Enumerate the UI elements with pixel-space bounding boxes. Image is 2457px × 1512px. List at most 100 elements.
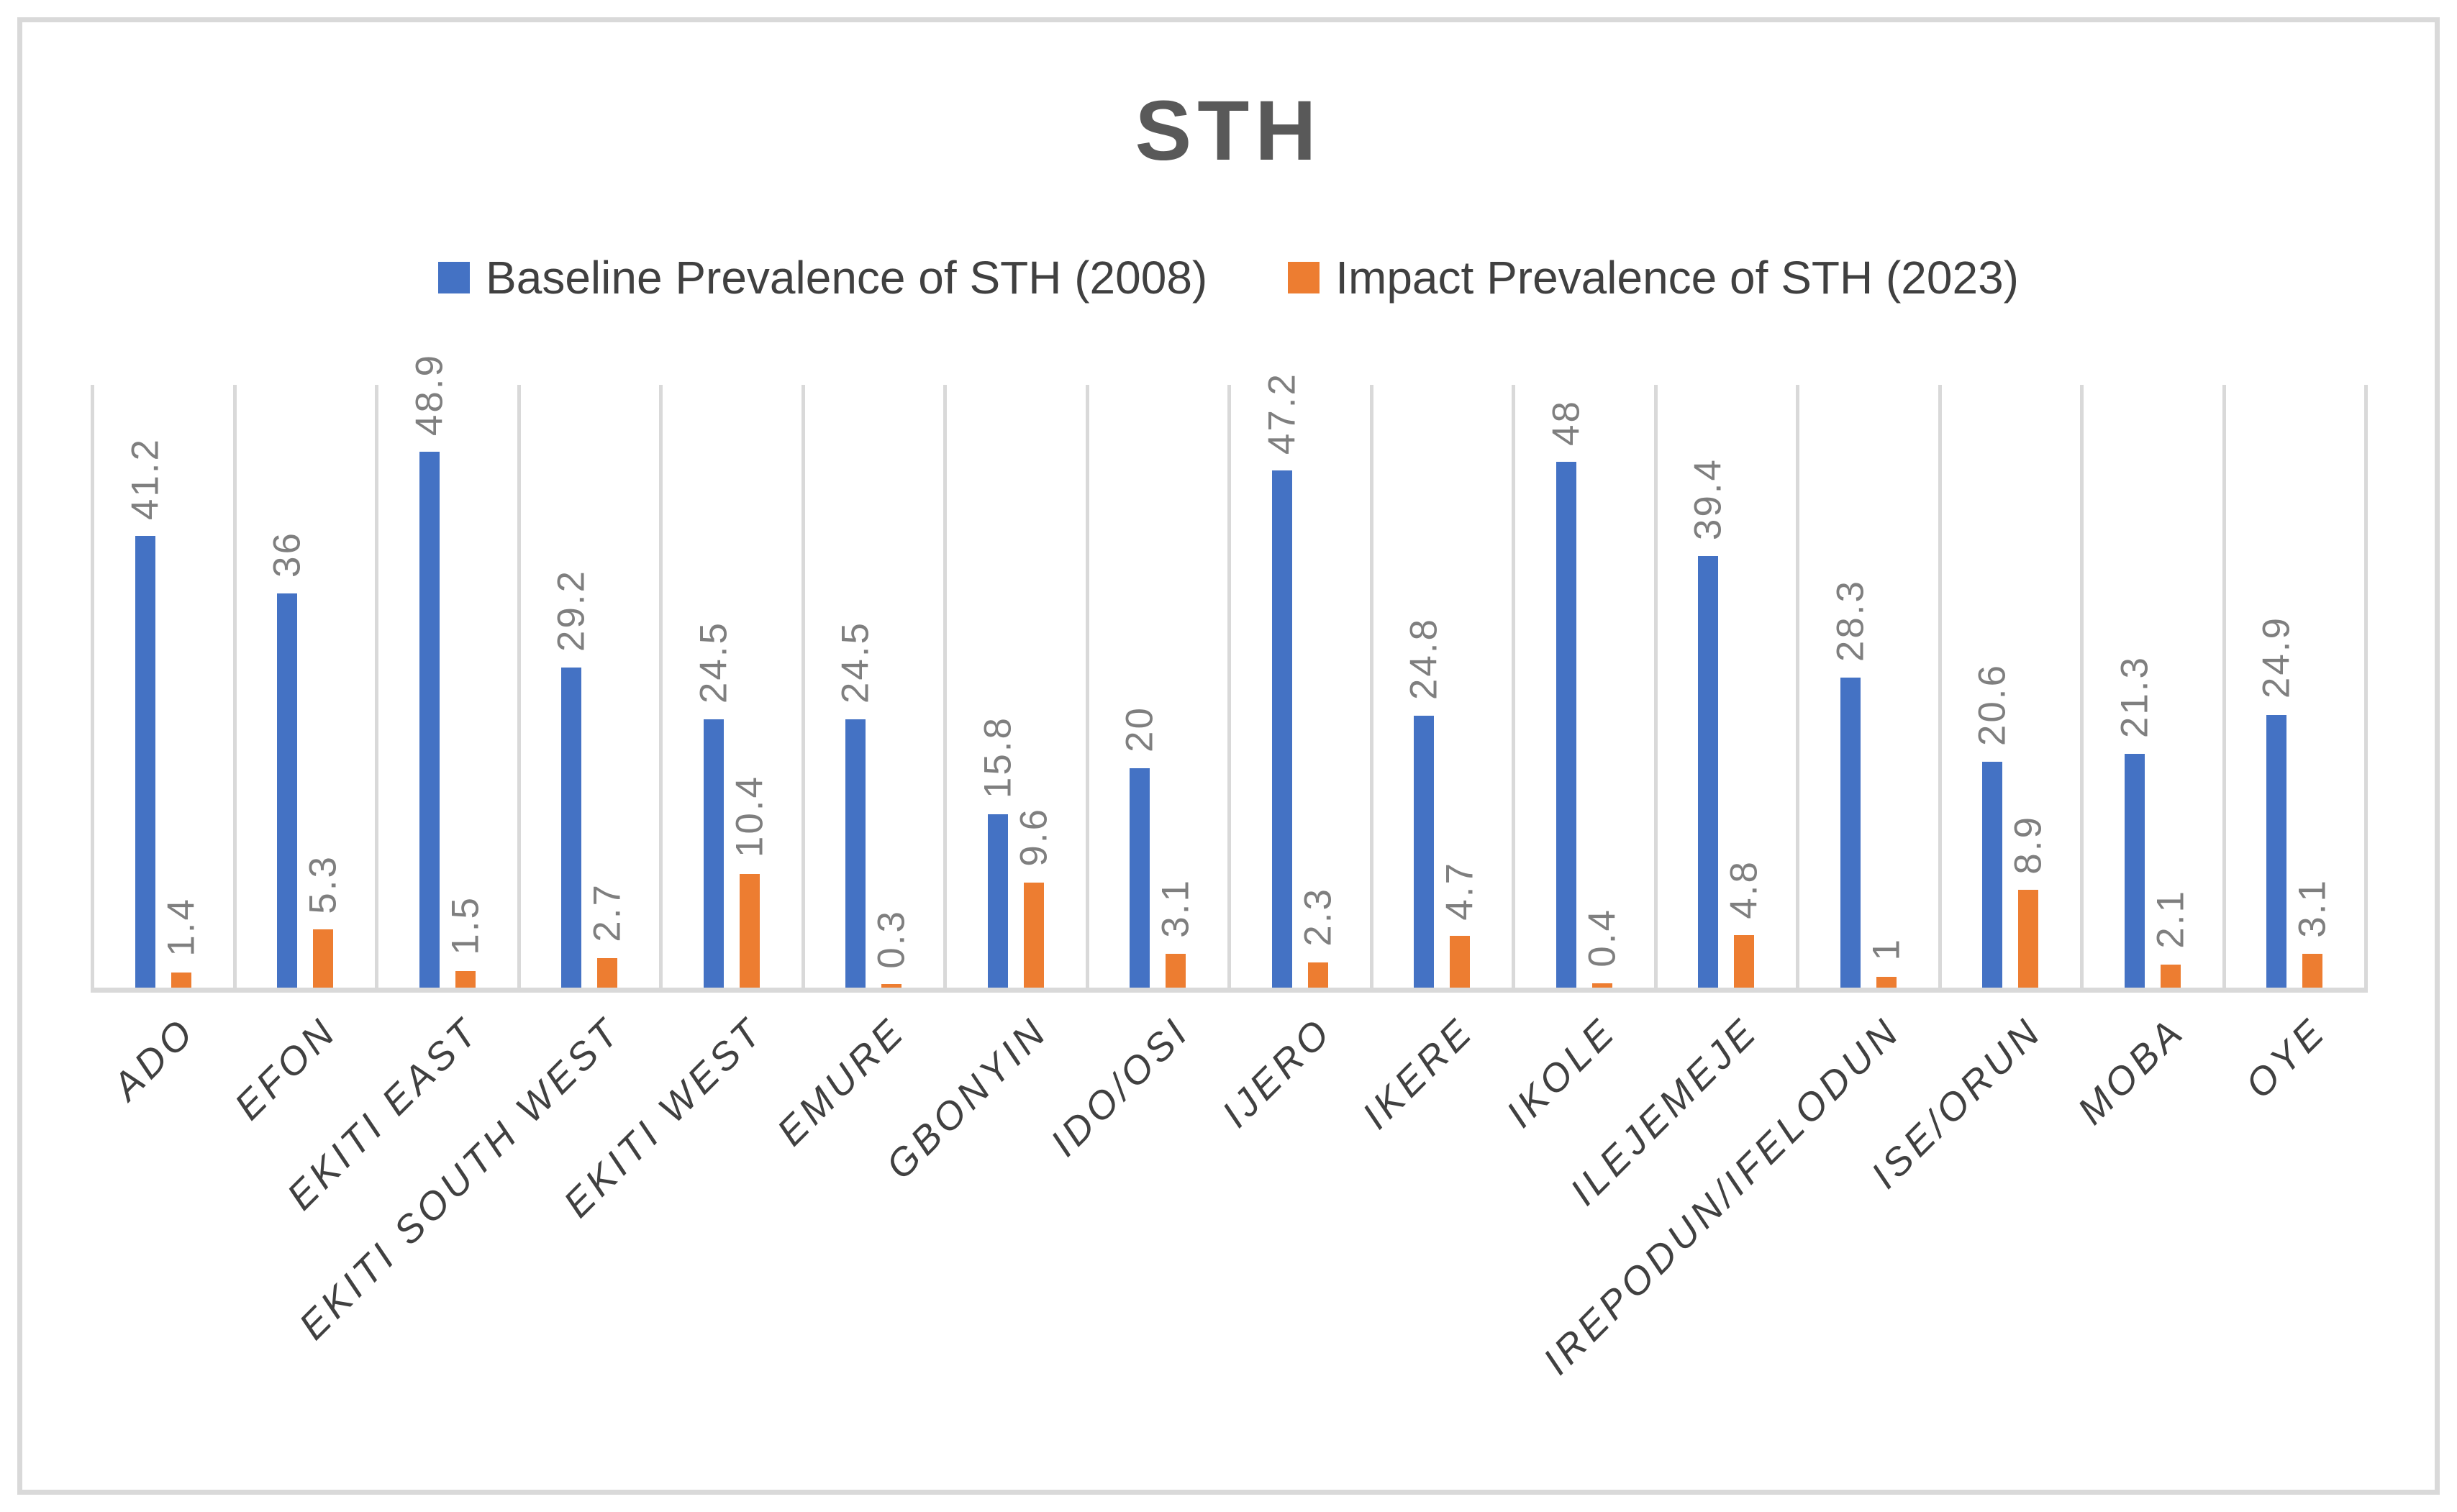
bar-impact-ekiti-east: 1.5 (444, 896, 486, 988)
x-axis-label-ikole: IKOLE (1497, 1008, 1625, 1137)
value-label-impact-ekiti-south-west: 2.7 (586, 883, 629, 942)
plot-area: 41.2 1.4 36 5.3 48.9 1.5 29.2 2.7 24.5 10.4 24.5 0.… (91, 353, 2368, 993)
category-column-gbonyin: 15.8 9.6 (943, 385, 1086, 988)
value-label-baseline-ekiti-south-west: 29.2 (550, 568, 593, 652)
x-axis-label-emure: EMURE (769, 1008, 914, 1155)
x-axis-label-efon: EFON (227, 1008, 346, 1129)
value-label-baseline-gbonyin: 15.8 (976, 716, 1019, 799)
category-column-ido-osi: 20 3.1 (1085, 385, 1228, 988)
bar-impact-ido-osi: 3.1 (1155, 878, 1197, 988)
category-column-ijero: 47.2 2.3 (1227, 372, 1370, 988)
bar-baseline-oye: 24.9 (2256, 616, 2298, 988)
category-column-ekiti-south-west: 29.2 2.7 (517, 385, 660, 988)
category-column-ilejemeje: 39.4 4.8 (1653, 385, 1797, 988)
bar-baseline-moba: 21.3 (2113, 655, 2156, 988)
bar-impact-irepodun-ifelodun: 1 (1865, 937, 1907, 988)
bar-impact-ikere: 4.7 (1439, 861, 1481, 988)
x-axis-label-ekiti-east: EKITI EAST (278, 1008, 489, 1219)
bar-baseline-ijero: 47.2 (1261, 372, 1303, 988)
bar-baseline-ise-orun: 20.6 (1971, 663, 2014, 988)
bar-baseline-irepodun-ifelodun: 28.3 (1829, 579, 1871, 988)
category-column-moba: 21.3 2.1 (2080, 385, 2222, 988)
value-label-baseline-ado: 41.2 (124, 437, 167, 521)
value-label-baseline-ikere: 24.8 (1402, 616, 1445, 701)
bar-impact-ekiti-south-west: 2.7 (586, 883, 629, 988)
bar-baseline-ido-osi: 20 (1119, 706, 1161, 988)
bar-baseline-emure: 24.5 (835, 621, 877, 988)
value-label-baseline-oye: 24.9 (2255, 616, 2298, 699)
category-column-emure: 24.5 0.3 (801, 385, 944, 988)
x-axis-label-ido-osi: IDO/OSI (1043, 1008, 1199, 1165)
chart-title: STH (1135, 83, 1322, 178)
bar-baseline-ekiti-south-west: 29.2 (550, 569, 593, 988)
x-axis-label-gbonyin: GBONYIN (877, 1008, 1057, 1188)
value-label-baseline-efon: 36 (265, 530, 309, 578)
x-axis-label-moba: MOBA (2069, 1008, 2194, 1133)
x-axis-label-ilejemeje: ILEJEMEJE (1562, 1008, 1767, 1214)
bar-baseline-ekiti-west: 24.5 (692, 621, 735, 988)
bar-baseline-efon: 36 (266, 531, 309, 988)
bar-baseline-gbonyin: 15.8 (976, 716, 1019, 988)
bar-impact-ise-orun: 8.9 (2007, 815, 2050, 988)
category-column-ikere: 24.8 4.7 (1369, 385, 1512, 988)
value-label-baseline-ijero: 47.2 (1261, 371, 1304, 455)
x-axis-label-irepodun-ifelodun: IREPODUN/IFELODUN (1535, 1008, 1909, 1383)
legend-item-baseline: Baseline Prevalence of STH (2008) (438, 251, 1207, 304)
x-axis-label-ekiti-west: EKITI WEST (555, 1008, 773, 1226)
category-column-ekiti-east: 48.9 1.5 (375, 353, 517, 988)
bar-impact-moba: 2.1 (2149, 889, 2192, 988)
value-label-impact-ikere: 4.7 (1438, 860, 1481, 921)
value-label-impact-ikole: 0.4 (1581, 908, 1624, 967)
bar-impact-ilejemeje: 4.8 (1723, 860, 1766, 988)
category-column-ado: 41.2 1.4 (91, 385, 233, 988)
value-label-baseline-ilejemeje: 39.4 (1686, 457, 1730, 540)
bar-baseline-ado: 41.2 (124, 437, 166, 988)
x-axis-label-ado: ADO (104, 1008, 204, 1108)
bar-impact-ekiti-west: 10.4 (728, 775, 771, 988)
value-label-impact-emure: 0.3 (870, 908, 913, 969)
category-column-efon: 36 5.3 (232, 385, 376, 988)
x-axis-label-ikere: IKERE (1354, 1008, 1483, 1138)
value-label-impact-ekiti-west: 10.4 (728, 775, 771, 858)
chart-frame: STH Baseline Prevalence of STH (2008) Im… (17, 17, 2440, 1495)
value-label-baseline-moba: 21.3 (2113, 655, 2156, 739)
value-label-impact-efon: 5.3 (301, 854, 345, 914)
value-label-impact-gbonyin: 9.6 (1012, 807, 1055, 867)
value-label-baseline-irepodun-ifelodun: 28.3 (1829, 578, 1872, 662)
category-column-ikole: 48 0.4 (1512, 385, 1654, 988)
x-axis-label-oye: OYE (2237, 1008, 2335, 1107)
bar-impact-emure: 0.3 (871, 909, 913, 988)
value-label-impact-ise-orun: 8.9 (2007, 814, 2050, 875)
legend-item-impact: Impact Prevalence of STH (2023) (1288, 251, 2019, 304)
category-column-ise-orun: 20.6 8.9 (1938, 385, 2081, 988)
value-label-impact-ekiti-east: 1.5 (444, 896, 487, 956)
x-axis-label-ijero: IJERO (1213, 1008, 1341, 1136)
value-label-impact-ilejemeje: 4.8 (1722, 860, 1766, 919)
bar-impact-ado: 1.4 (160, 897, 202, 988)
value-label-baseline-ido-osi: 20 (1118, 706, 1161, 753)
legend-marker-impact-icon (1288, 262, 1320, 293)
value-label-impact-irepodun-ifelodun: 1 (1865, 937, 1908, 961)
bar-baseline-ekiti-east: 48.9 (408, 353, 450, 988)
value-label-impact-ido-osi: 3.1 (1154, 878, 1197, 938)
value-label-baseline-ise-orun: 20.6 (1971, 662, 2014, 747)
value-label-baseline-ekiti-west: 24.5 (692, 620, 735, 703)
value-label-baseline-ikole: 48 (1545, 399, 1588, 446)
value-label-impact-oye: 3.1 (2291, 878, 2334, 938)
bar-impact-oye: 3.1 (2292, 878, 2334, 988)
x-axis-label-ekiti-south-west: EKITI SOUTH WEST (291, 1008, 630, 1348)
value-label-impact-moba: 2.1 (2149, 889, 2192, 949)
bar-baseline-ilejemeje: 39.4 (1687, 457, 1730, 988)
category-column-irepodun-ifelodun: 28.3 1 (1796, 385, 1938, 988)
bar-impact-ijero: 2.3 (1296, 887, 1339, 988)
bar-impact-efon: 5.3 (302, 855, 345, 988)
value-label-baseline-ekiti-east: 48.9 (408, 352, 451, 436)
category-column-ekiti-west: 24.5 10.4 (659, 385, 801, 988)
x-axis-label-ise-orun: ISE/ORUN (1863, 1008, 2051, 1197)
chart-legend: Baseline Prevalence of STH (2008) Impact… (22, 251, 2435, 304)
x-axis-labels: ADO EFON EKITI EAST EKITI SOUTH WEST EKITI W… (91, 998, 2364, 1494)
value-label-impact-ado: 1.4 (160, 896, 203, 957)
bar-impact-gbonyin: 9.6 (1012, 807, 1055, 988)
legend-marker-baseline-icon (438, 262, 471, 293)
value-label-baseline-emure: 24.5 (834, 620, 877, 703)
